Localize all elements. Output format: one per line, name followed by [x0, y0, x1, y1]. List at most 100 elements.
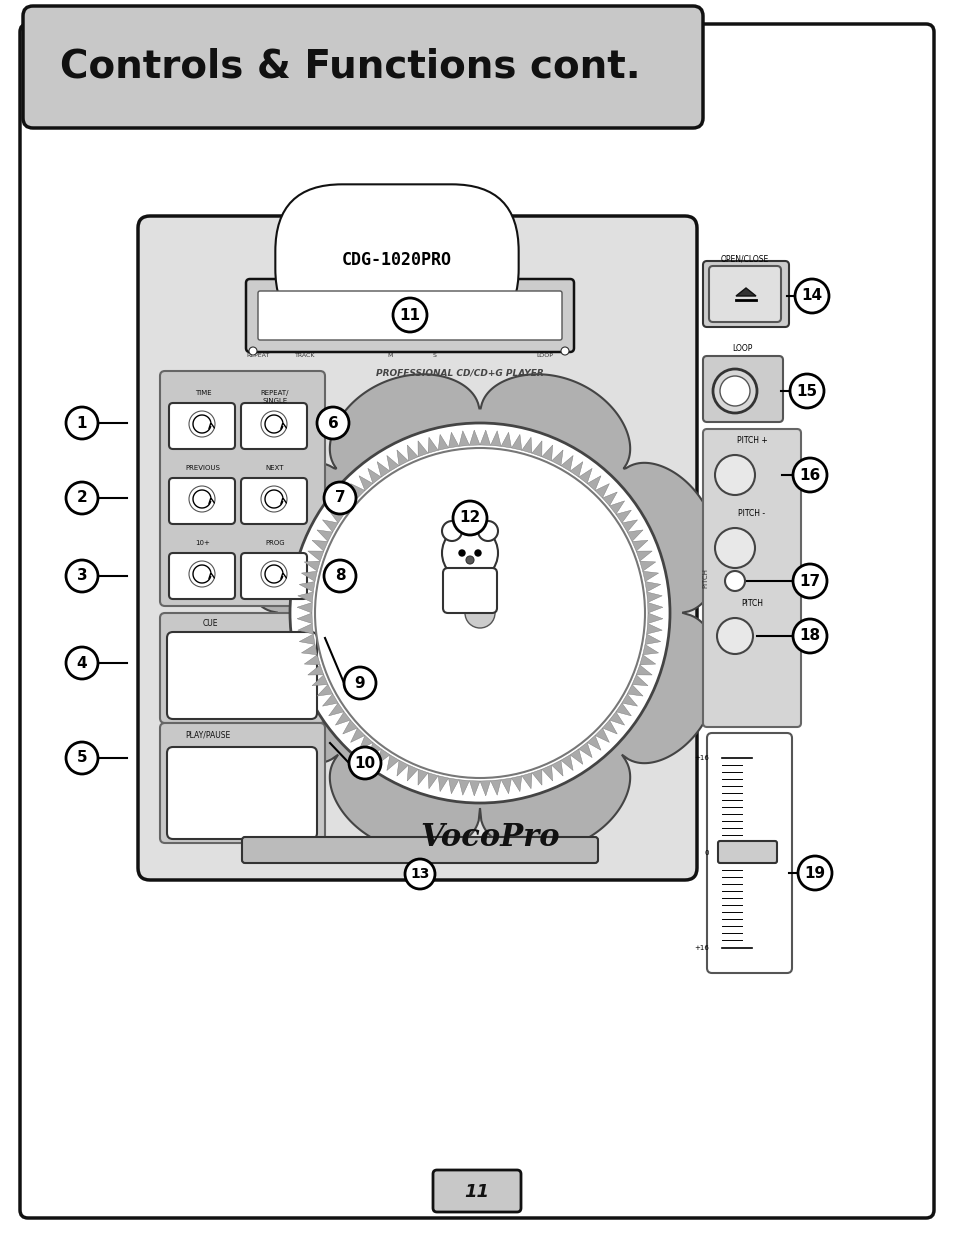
- Polygon shape: [358, 475, 373, 490]
- Circle shape: [717, 618, 752, 655]
- Circle shape: [249, 347, 256, 354]
- Circle shape: [720, 375, 749, 406]
- Polygon shape: [351, 484, 365, 498]
- Polygon shape: [479, 430, 490, 446]
- Polygon shape: [417, 769, 428, 785]
- Polygon shape: [578, 468, 592, 484]
- FancyBboxPatch shape: [241, 403, 307, 450]
- Text: 16: 16: [799, 468, 820, 483]
- Polygon shape: [241, 374, 718, 852]
- Circle shape: [792, 619, 826, 653]
- Circle shape: [441, 525, 497, 580]
- FancyBboxPatch shape: [246, 279, 574, 352]
- Circle shape: [714, 529, 754, 568]
- Polygon shape: [639, 561, 655, 572]
- Polygon shape: [521, 437, 532, 453]
- Polygon shape: [490, 431, 500, 446]
- Polygon shape: [417, 441, 428, 457]
- Polygon shape: [626, 530, 642, 541]
- Circle shape: [316, 408, 349, 438]
- Polygon shape: [396, 450, 408, 466]
- Circle shape: [441, 521, 461, 541]
- Text: +16: +16: [694, 945, 708, 951]
- FancyBboxPatch shape: [160, 722, 325, 844]
- FancyBboxPatch shape: [718, 841, 776, 863]
- Text: PREVIOUS: PREVIOUS: [186, 466, 220, 471]
- Polygon shape: [458, 779, 469, 795]
- Text: 15: 15: [796, 384, 817, 399]
- Polygon shape: [316, 684, 333, 697]
- Polygon shape: [602, 720, 617, 734]
- Polygon shape: [511, 435, 521, 451]
- Polygon shape: [541, 764, 552, 781]
- Circle shape: [66, 647, 98, 679]
- FancyBboxPatch shape: [169, 478, 234, 524]
- Text: 5: 5: [76, 751, 88, 766]
- Polygon shape: [469, 781, 479, 795]
- Circle shape: [66, 408, 98, 438]
- Polygon shape: [469, 430, 479, 446]
- Polygon shape: [490, 779, 500, 795]
- Circle shape: [393, 298, 427, 332]
- Polygon shape: [312, 674, 328, 685]
- Text: 19: 19: [803, 866, 824, 881]
- FancyBboxPatch shape: [169, 403, 234, 450]
- Text: 12: 12: [459, 510, 480, 526]
- Polygon shape: [602, 492, 617, 506]
- FancyBboxPatch shape: [160, 613, 325, 722]
- Polygon shape: [316, 530, 333, 541]
- Text: 1: 1: [76, 415, 87, 431]
- Circle shape: [465, 556, 474, 564]
- Polygon shape: [609, 501, 624, 514]
- Polygon shape: [437, 435, 448, 451]
- Circle shape: [261, 487, 287, 513]
- Polygon shape: [304, 655, 320, 664]
- Text: 7: 7: [335, 490, 345, 505]
- Text: PITCH +: PITCH +: [736, 436, 766, 445]
- Polygon shape: [636, 551, 652, 561]
- Circle shape: [792, 458, 826, 492]
- Polygon shape: [328, 703, 344, 716]
- Text: LOOP: LOOP: [731, 345, 751, 353]
- Text: LOOP: LOOP: [536, 353, 553, 358]
- Text: +16: +16: [694, 755, 708, 761]
- Polygon shape: [646, 624, 661, 634]
- Polygon shape: [386, 755, 398, 771]
- Polygon shape: [616, 510, 631, 522]
- Polygon shape: [560, 456, 573, 472]
- Text: PITCH: PITCH: [701, 568, 707, 588]
- Polygon shape: [541, 445, 552, 461]
- Polygon shape: [636, 664, 652, 676]
- Text: PROG: PROG: [265, 540, 285, 546]
- FancyBboxPatch shape: [169, 553, 234, 599]
- Polygon shape: [299, 634, 314, 645]
- FancyBboxPatch shape: [702, 429, 801, 727]
- FancyBboxPatch shape: [241, 478, 307, 524]
- Polygon shape: [631, 674, 647, 685]
- Circle shape: [189, 561, 214, 587]
- Polygon shape: [631, 541, 647, 551]
- Polygon shape: [448, 778, 458, 794]
- Polygon shape: [297, 624, 313, 634]
- Polygon shape: [647, 603, 662, 613]
- FancyBboxPatch shape: [702, 261, 788, 327]
- Polygon shape: [595, 484, 609, 498]
- Polygon shape: [595, 727, 609, 742]
- Text: M: M: [387, 353, 393, 358]
- Circle shape: [324, 482, 355, 514]
- Text: 6: 6: [327, 415, 338, 431]
- Text: TRACK: TRACK: [294, 353, 314, 358]
- Polygon shape: [586, 736, 600, 751]
- Polygon shape: [560, 755, 573, 771]
- Polygon shape: [322, 520, 337, 532]
- Polygon shape: [646, 592, 661, 603]
- Circle shape: [66, 559, 98, 592]
- Polygon shape: [428, 437, 437, 453]
- Text: OPEN/CLOSE: OPEN/CLOSE: [720, 254, 768, 263]
- FancyBboxPatch shape: [702, 356, 782, 422]
- Text: PITCH -: PITCH -: [738, 509, 764, 517]
- Circle shape: [290, 424, 669, 803]
- Polygon shape: [301, 645, 317, 655]
- Polygon shape: [407, 445, 417, 461]
- Polygon shape: [521, 773, 532, 789]
